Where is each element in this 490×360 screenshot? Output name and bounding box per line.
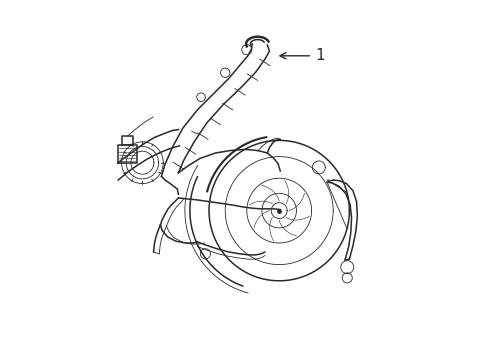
Text: 1: 1 bbox=[280, 48, 325, 63]
